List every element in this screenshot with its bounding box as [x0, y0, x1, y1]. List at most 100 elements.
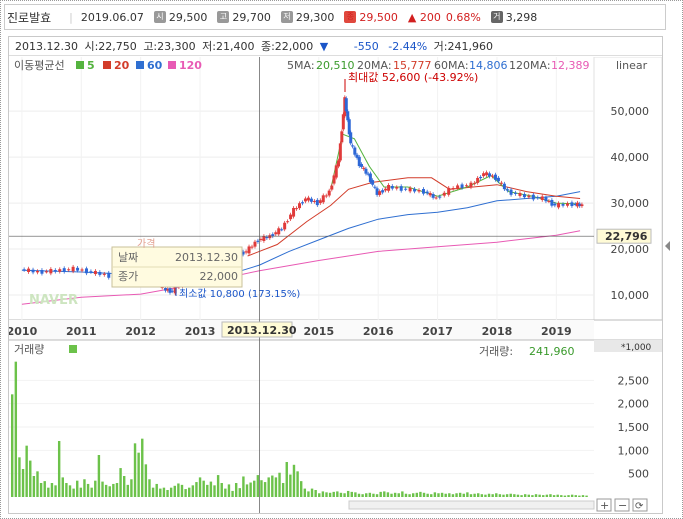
- x-tick-label: 2018: [482, 325, 513, 338]
- candle-down: [496, 177, 500, 182]
- volume-bar: [76, 480, 79, 497]
- volume-bar: [18, 457, 21, 497]
- volume-bar: [570, 494, 574, 497]
- candle-up: [482, 173, 486, 177]
- candle-up: [447, 187, 451, 195]
- volume-bar: [162, 487, 166, 497]
- volume-bar: [538, 494, 541, 497]
- candle-down: [315, 199, 319, 206]
- candle-up: [428, 193, 432, 196]
- candle-up: [35, 271, 39, 273]
- volume-bar: [401, 491, 404, 497]
- candle-down: [502, 183, 506, 190]
- price-y-tick: 20,000: [611, 243, 650, 256]
- stock-name: 진로발효: [7, 10, 52, 25]
- volume-bar: [466, 492, 469, 497]
- volume-bar: [260, 480, 263, 497]
- quote-date: 2019.06.07: [80, 10, 144, 24]
- candle-down: [371, 180, 375, 185]
- candle-up: [491, 175, 495, 177]
- volume-bar: [368, 492, 372, 497]
- candle-down: [168, 288, 172, 293]
- tooltip-date-label: 날짜: [118, 251, 138, 264]
- volume-bar: [509, 493, 512, 497]
- chart-container[interactable]: 2013.12.30 시:22,750 고:23,300 저:21,400 종:…: [8, 36, 663, 514]
- volume-bar: [274, 477, 278, 497]
- candle-up: [332, 175, 336, 184]
- candle-down: [309, 198, 313, 202]
- info-change-pct: -2.44%: [388, 40, 428, 53]
- ma20-label: 20MA:: [357, 59, 392, 72]
- close-badge: 종: [344, 11, 357, 23]
- volume-bar: [253, 480, 256, 497]
- candle-up: [473, 182, 477, 184]
- candle-up: [173, 286, 177, 294]
- candle-up: [442, 192, 446, 196]
- x-tick-label: 2013: [185, 325, 216, 338]
- candle-up: [387, 184, 391, 191]
- volume-swatch: [69, 345, 77, 353]
- price-change-pct: 0.68%: [445, 10, 481, 24]
- zoom-out-button[interactable]: [614, 498, 630, 512]
- candle-down: [256, 240, 260, 242]
- candle-up: [518, 193, 522, 196]
- info-close: 종:22,000: [260, 40, 314, 53]
- volume-bar: [224, 488, 227, 497]
- volume-bar: [137, 452, 140, 497]
- candle-down: [570, 202, 574, 207]
- side-handle[interactable]: [662, 36, 676, 512]
- volume-bar: [126, 484, 130, 497]
- candle-up: [27, 268, 31, 272]
- candle-down: [62, 268, 66, 272]
- open-price: 시 29,500: [153, 11, 207, 24]
- candle-up: [289, 214, 293, 220]
- volume-bar: [65, 483, 68, 497]
- candle-down: [351, 145, 355, 147]
- ma60-legend: 60: [147, 59, 163, 72]
- price-axis-area: [593, 57, 662, 321]
- volume-bar: [267, 477, 270, 497]
- volume-bar: [72, 488, 75, 497]
- volume-bar: [390, 493, 393, 497]
- candle-up: [306, 197, 310, 201]
- volume-bar: [115, 483, 119, 497]
- x-tick-label: 2012: [125, 325, 156, 338]
- volume-bar: [292, 464, 296, 497]
- candle-up: [268, 235, 272, 239]
- volume-bar: [451, 494, 455, 497]
- volume-bar: [285, 462, 288, 497]
- candle-up: [259, 238, 263, 240]
- volume-bar: [191, 485, 195, 497]
- volume-bar: [216, 475, 220, 497]
- volume-bar: [484, 494, 487, 497]
- candle-up: [318, 200, 322, 204]
- volume-bar: [495, 493, 498, 497]
- range-scrollbar[interactable]: [348, 500, 595, 510]
- price-volume-chart[interactable]: 2010 2011 2012 2013 2015 2016 2017 2018 2019 10,…: [9, 57, 662, 513]
- candle-down: [164, 288, 168, 291]
- volume-bar: [50, 483, 54, 497]
- reset-button[interactable]: [632, 498, 648, 512]
- volume-bar: [426, 493, 429, 497]
- collapse-arrow-icon[interactable]: [665, 241, 670, 251]
- ma60-swatch: [136, 61, 144, 69]
- volume-bar: [289, 474, 292, 497]
- scale-mode-toggle[interactable]: linear: [616, 59, 648, 72]
- candle-down: [522, 194, 526, 198]
- candle-down: [514, 192, 518, 194]
- ma20-value: 15,777: [393, 59, 432, 72]
- crosshair-date: 2013.12.30: [227, 324, 297, 337]
- candle-down: [22, 269, 26, 271]
- candle-down: [421, 189, 425, 194]
- volume-bar: [300, 481, 303, 497]
- volume-bar: [21, 469, 25, 497]
- volume-bar: [502, 494, 505, 497]
- zoom-in-button[interactable]: [596, 498, 612, 512]
- volume-bar: [101, 481, 104, 497]
- volume-bar: [245, 484, 249, 497]
- info-change: -550: [353, 40, 379, 53]
- candle-down: [89, 271, 93, 273]
- volume-bar: [173, 485, 176, 497]
- volume-bar: [440, 492, 444, 497]
- candle-down: [265, 237, 269, 239]
